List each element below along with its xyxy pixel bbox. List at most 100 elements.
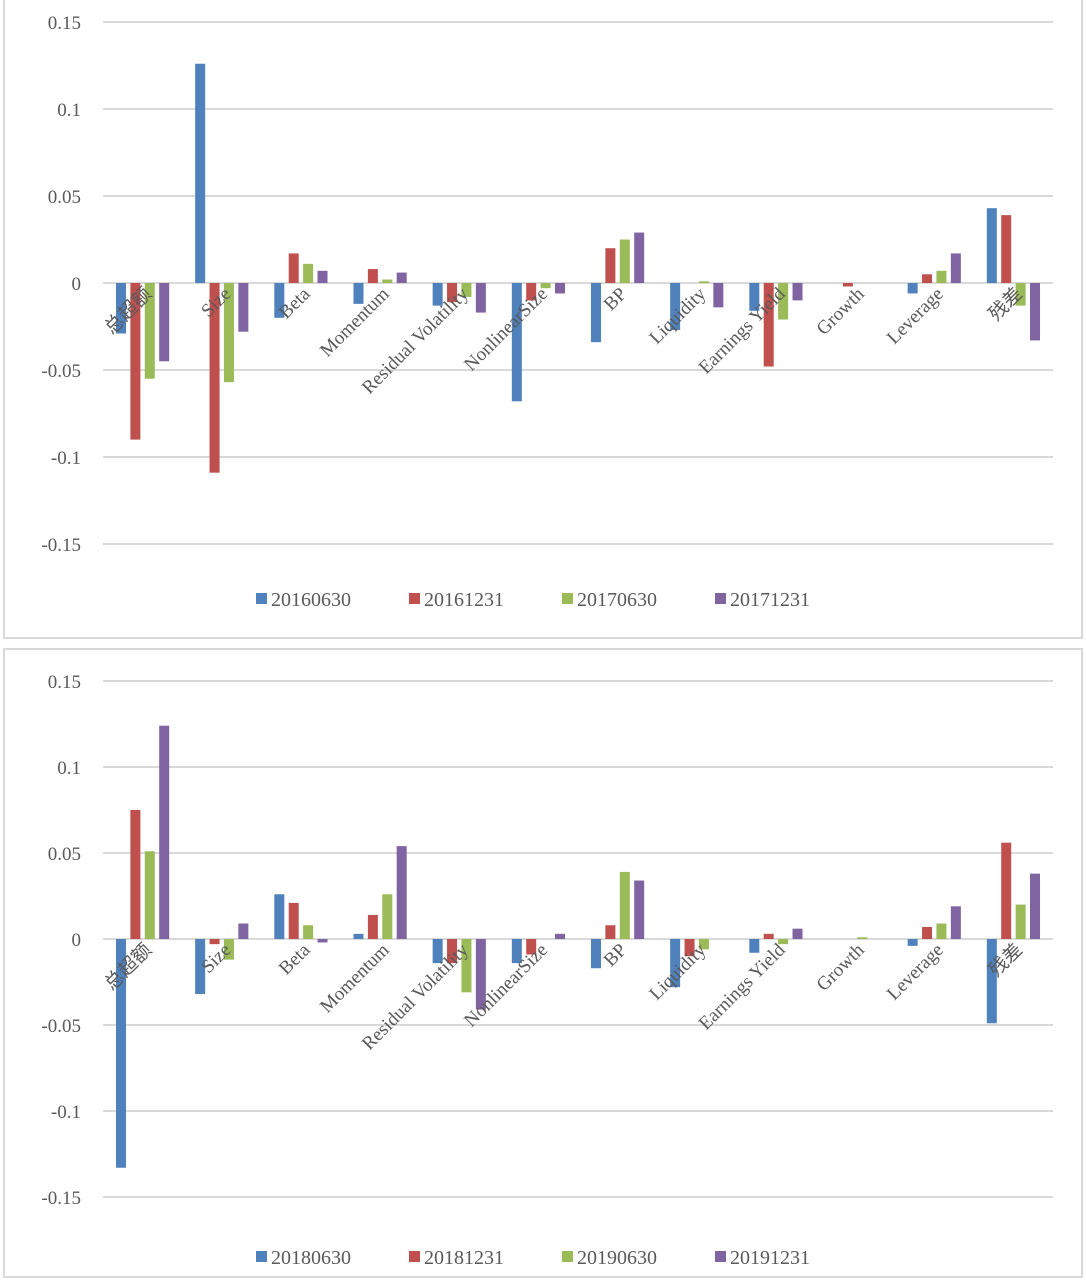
y-axis: 0.15 0.1 0.05 0 -0.05 -0.1 -0.15 <box>41 13 81 556</box>
bar-20170630-8 <box>778 283 789 320</box>
bar-20180630-0 <box>115 939 126 1168</box>
bar-20171231-1 <box>238 283 249 332</box>
bar-20160630-11 <box>986 208 997 283</box>
bar-20191231-10 <box>950 906 961 939</box>
bar-20181231-5 <box>526 939 537 955</box>
bar-20170630-2 <box>303 263 314 283</box>
y-tick-label: 0.15 <box>48 672 81 693</box>
bar-20180630-2 <box>274 894 285 939</box>
bar-20171231-2 <box>317 270 328 283</box>
x-tick-label: Beta <box>275 939 315 979</box>
bar-20161231-6 <box>605 248 616 283</box>
bar-20161231-11 <box>1001 215 1012 283</box>
x-tick-label: BP <box>600 940 631 971</box>
bar-20160630-7 <box>670 283 681 330</box>
bar-20160630-0 <box>115 283 126 334</box>
series-20180630 <box>115 894 997 1168</box>
chart-panel-top: 0.15 0.1 0.05 0 -0.05 -0.1 -0.15 总超额 Size Beta Mom… <box>3 0 1083 639</box>
bar-20171231-3 <box>396 272 407 283</box>
bar-20190630-1 <box>223 939 234 960</box>
legend-swatch <box>409 1251 420 1262</box>
bar-20181231-1 <box>209 939 220 945</box>
x-tick-label: NonlinearSize <box>460 284 552 376</box>
bar-20161231-0 <box>130 283 141 440</box>
y-tick-label: 0 <box>72 274 82 295</box>
legend: 20180630 20181231 20190630 20191231 <box>256 1247 810 1269</box>
bar-20180630-6 <box>590 939 601 969</box>
bar-20191231-8 <box>792 928 803 939</box>
bar-20161231-10 <box>922 274 933 283</box>
bar-20180630-7 <box>670 939 681 988</box>
bar-20161231-8 <box>763 283 774 367</box>
bar-20180630-1 <box>195 939 206 995</box>
bar-20160630-10 <box>907 283 918 294</box>
bar-20180630-3 <box>353 933 364 939</box>
legend-swatch <box>256 1251 267 1262</box>
bar-20160630-8 <box>749 283 760 311</box>
bar-20190630-0 <box>144 851 155 939</box>
bar-20160630-6 <box>590 283 601 343</box>
legend-swatch <box>562 1251 573 1262</box>
bar-20161231-4 <box>447 283 458 303</box>
bar-20181231-3 <box>367 914 378 939</box>
bar-20170630-3 <box>382 279 393 283</box>
bar-20170630-5 <box>540 283 551 289</box>
series-20190630 <box>144 851 1026 993</box>
legend-label: 20191231 <box>730 1247 810 1269</box>
bar-20170630-1 <box>223 283 234 383</box>
x-tick-label: Leverage <box>883 940 948 1005</box>
y-tick-label: 0 <box>72 930 82 951</box>
bar-20180630-8 <box>749 939 760 953</box>
legend-label: 20180630 <box>271 1247 351 1269</box>
bar-20191231-5 <box>555 933 566 939</box>
bar-20161231-5 <box>526 283 537 301</box>
bar-20160630-2 <box>274 283 285 318</box>
x-tick-label: Growth <box>813 283 869 339</box>
x-tick-label: NonlinearSize <box>460 940 552 1032</box>
y-tick-label: 0.1 <box>57 100 81 121</box>
bar-20170630-4 <box>461 283 472 297</box>
legend-item: 20171231 <box>715 589 810 611</box>
bar-20180630-5 <box>511 939 522 964</box>
x-tick-label: 总超额 <box>100 939 156 995</box>
bar-20171231-6 <box>634 232 645 283</box>
bar-20160630-5 <box>511 283 522 402</box>
bar-20171231-5 <box>555 283 566 294</box>
y-tick-label: -0.1 <box>51 1102 81 1123</box>
bar-20181231-10 <box>922 926 933 939</box>
bar-20190630-10 <box>936 923 947 939</box>
bar-20160630-3 <box>353 283 364 304</box>
bar-20190630-11 <box>1015 904 1026 939</box>
legend-item: 20170630 <box>562 589 657 611</box>
bar-20181231-0 <box>130 810 141 939</box>
y-tick-label: -0.15 <box>41 535 81 556</box>
bar-20191231-3 <box>396 846 407 939</box>
series-20181231 <box>130 810 1012 964</box>
series-20191231 <box>159 725 1041 1010</box>
y-axis: 0.15 0.1 0.05 0 -0.05 -0.1 -0.15 <box>41 672 81 1209</box>
bar-20170630-10 <box>936 270 947 283</box>
bar-20181231-11 <box>1001 842 1012 939</box>
legend-swatch <box>256 593 267 604</box>
legend-label: 20190630 <box>577 1247 657 1269</box>
x-tick-label: Momentum <box>316 940 394 1018</box>
legend-item: 20181231 <box>409 1247 504 1269</box>
bar-20190630-2 <box>303 925 314 939</box>
bar-20190630-9 <box>857 937 868 939</box>
legend-swatch <box>715 593 726 604</box>
bar-20171231-11 <box>1030 283 1041 341</box>
bar-20171231-10 <box>950 253 961 283</box>
y-tick-label: -0.1 <box>51 448 81 469</box>
y-tick-label: -0.05 <box>41 361 81 382</box>
bar-20170630-7 <box>698 281 709 283</box>
legend-swatch <box>409 593 420 604</box>
y-tick-label: -0.15 <box>41 1188 81 1209</box>
x-tick-label: Growth <box>813 939 869 995</box>
bar-chart-2018-2019: 0.15 0.1 0.05 0 -0.05 -0.1 -0.15 总超额 Size Beta Mom… <box>41 672 1053 1269</box>
bars <box>115 63 1041 473</box>
bar-20181231-7 <box>684 939 695 957</box>
legend-label: 20171231 <box>730 589 810 611</box>
bar-20191231-11 <box>1030 873 1041 939</box>
legend-item: 20180630 <box>256 1247 351 1269</box>
